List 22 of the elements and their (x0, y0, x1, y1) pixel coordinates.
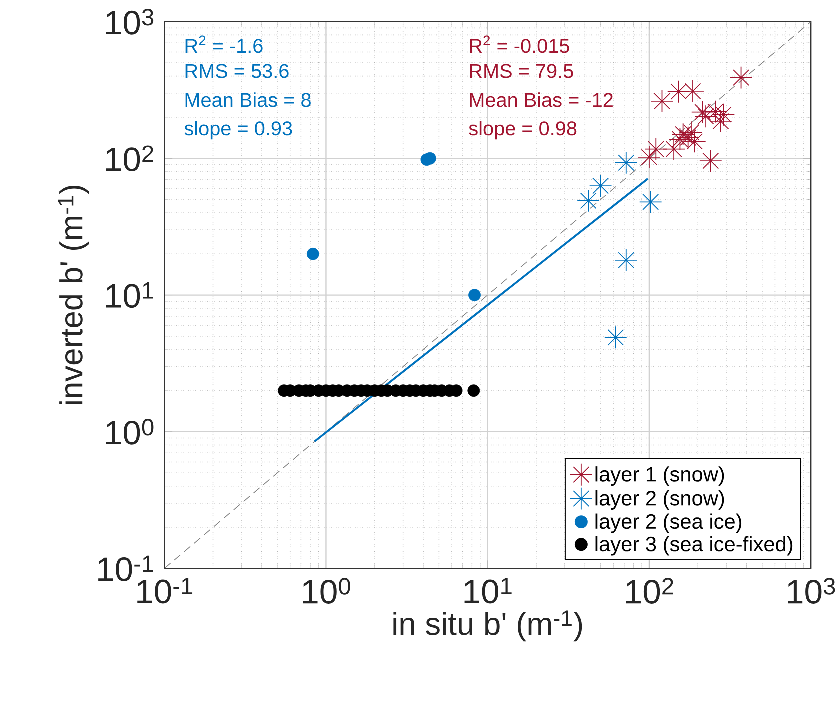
annotation: R$^{2}$ = -0.015 (470, 36, 570, 54)
annotation: RMS = 53.6 (186, 64, 289, 78)
y-tick-label: 10$^{3}$ (106, 8, 154, 35)
x-axis-title: in situ b' (m$^{-1}$) (394, 610, 582, 642)
legend-label: layer 2 (sea ice) (596, 514, 742, 534)
annotation: R$^{2}$ = -1.6 (186, 36, 263, 54)
annotation: RMS = 79.5 (470, 64, 574, 78)
annotation: slope = 0.98 (469, 120, 577, 140)
annotation: Mean Bias = 8 (186, 92, 311, 108)
annotation: slope = 0.93 (184, 120, 292, 140)
x-tick-label: 10$^{3}$ (788, 578, 836, 604)
x-tick-label: 10$^{1}$ (464, 578, 512, 604)
x-tick-label: 10$^{2}$ (626, 578, 674, 604)
legend-label: layer 1 (snow) (596, 466, 724, 486)
y-tick-label: 10$^{1}$ (106, 282, 154, 308)
annotation: Mean Bias = -12 (470, 92, 613, 108)
x-tick-label: 10$^{0}$ (303, 578, 350, 604)
y-axis-title: inverted b' (m$^{-1}$) (58, 186, 90, 404)
legend-label: layer 3 (sea ice-fixed) (596, 536, 793, 556)
y-tick-label: 10$^{2}$ (106, 146, 154, 172)
legend-label: layer 2 (snow) (596, 490, 724, 510)
y-tick-label: 10$^{0}$ (106, 418, 154, 445)
